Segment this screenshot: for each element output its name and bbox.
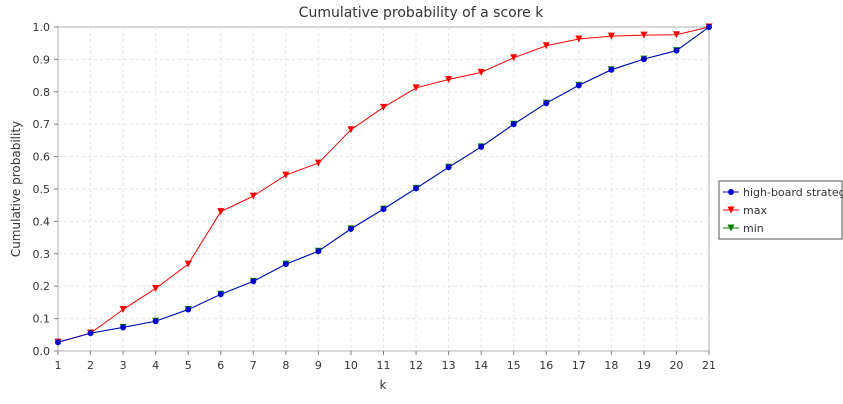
data-point: [55, 339, 61, 346]
data-point: [542, 42, 550, 50]
data-point: [249, 192, 257, 200]
chart-title: Cumulative probability of a score k: [299, 5, 545, 21]
x-tick-label: 1: [55, 359, 62, 372]
data-point: [380, 206, 387, 213]
legend-label: high-board strategy: [743, 186, 843, 199]
data-point: [347, 126, 355, 134]
legend-label: max: [743, 204, 767, 217]
series-max: [54, 23, 713, 346]
y-tick-label: 0.9: [33, 53, 51, 66]
x-tick-label: 10: [344, 359, 358, 372]
x-tick-label: 7: [250, 359, 257, 372]
data-point: [607, 32, 615, 40]
data-point: [217, 208, 225, 216]
data-point: [640, 31, 648, 39]
y-tick-label: 0.1: [33, 313, 51, 326]
x-tick-label: 4: [152, 359, 159, 372]
data-point: [608, 66, 615, 73]
data-point: [673, 47, 680, 54]
y-tick-label: 0.4: [33, 215, 51, 228]
data-point: [314, 159, 322, 167]
data-point: [413, 185, 420, 192]
series-high-board-strategy: [55, 24, 712, 346]
data-point: [347, 225, 354, 232]
data-point: [380, 103, 387, 111]
x-tick-label: 8: [282, 359, 289, 372]
data-point: [250, 278, 257, 285]
data-point: [510, 121, 517, 128]
x-tick-label: 20: [669, 359, 683, 372]
x-tick-label: 11: [377, 359, 391, 372]
series-layer: [54, 23, 713, 346]
data-point: [119, 306, 127, 314]
data-point: [640, 56, 647, 63]
legend-marker: [727, 224, 735, 232]
data-point: [510, 54, 518, 62]
y-tick-label: 0.3: [33, 248, 51, 261]
data-point: [445, 164, 452, 171]
x-tick-label: 13: [442, 359, 456, 372]
x-tick-label: 6: [217, 359, 224, 372]
data-point: [706, 24, 712, 30]
x-tick-label: 2: [87, 359, 94, 372]
y-axis-title: Cumulative probability: [9, 121, 23, 257]
y-tick-label: 0.0: [33, 345, 51, 358]
x-tick-label: 9: [315, 359, 322, 372]
y-tick-label: 1.0: [33, 21, 51, 34]
x-tick-label: 3: [120, 359, 127, 372]
x-tick-label: 21: [702, 359, 716, 372]
x-tick-label: 5: [185, 359, 192, 372]
legend-marker: [727, 206, 735, 214]
x-tick-label: 15: [507, 359, 521, 372]
data-point: [672, 31, 680, 39]
data-point: [217, 291, 224, 298]
data-point: [315, 248, 322, 255]
data-point: [412, 84, 420, 92]
x-tick-label: 12: [409, 359, 423, 372]
data-point: [575, 82, 582, 89]
data-point: [478, 143, 485, 150]
x-tick-label: 19: [637, 359, 651, 372]
data-point: [87, 330, 94, 337]
data-point: [575, 35, 583, 43]
x-tick-label: 16: [539, 359, 553, 372]
data-point: [120, 324, 127, 331]
y-tick-label: 0.7: [33, 118, 51, 131]
legend-label: min: [743, 222, 764, 235]
x-tick-label: 17: [572, 359, 586, 372]
x-axis-title: k: [380, 378, 387, 392]
data-point: [184, 260, 192, 268]
legend-marker: [728, 189, 734, 195]
x-tick-label: 18: [604, 359, 618, 372]
axes: 0.00.10.20.30.40.50.60.70.80.91.01 2 3 4 5 6 7…: [33, 21, 717, 372]
legend-box: [718, 180, 843, 240]
data-point: [152, 318, 159, 325]
data-point: [477, 68, 485, 76]
data-point: [185, 306, 192, 313]
data-point: [282, 261, 289, 268]
legend: high-board strategy max min: [718, 180, 843, 240]
y-tick-label: 0.8: [33, 86, 51, 99]
y-tick-label: 0.2: [33, 280, 51, 293]
y-tick-label: 0.6: [33, 151, 51, 164]
data-point: [445, 75, 453, 83]
data-point: [543, 100, 550, 107]
x-tick-label: 14: [474, 359, 488, 372]
data-point: [152, 284, 160, 292]
y-tick-label: 0.5: [33, 183, 51, 196]
data-point: [282, 171, 290, 179]
